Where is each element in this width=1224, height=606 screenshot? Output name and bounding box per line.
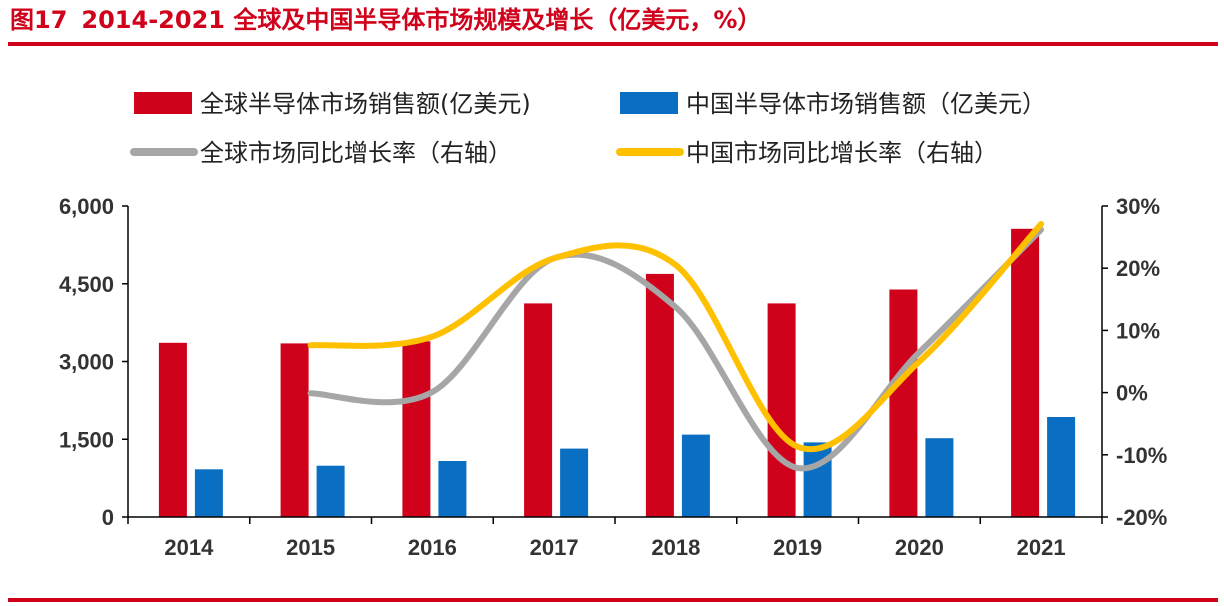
y-right-tick-label: 30% <box>1116 194 1160 219</box>
title-rule <box>8 42 1218 46</box>
y-left-tick-label: 3,000 <box>59 350 114 375</box>
line-global-growth <box>307 226 1045 472</box>
x-tick-label-2021: 2021 <box>1017 535 1066 560</box>
bar-china-sales-2017 <box>560 448 589 517</box>
bar-global-sales-2021 <box>1011 228 1040 518</box>
bar-global-sales-2015 <box>280 343 309 517</box>
bar-global-sales-2019 <box>767 303 796 517</box>
legend-swatch-global-sales <box>134 92 192 114</box>
figure-title: 图17 2014-2021 全球及中国半导体市场规模及增长（亿美元，%） <box>10 2 761 38</box>
legend-label-global-sales: 全球半导体市场销售额(亿美元) <box>200 90 531 118</box>
x-tick-label-2019: 2019 <box>773 535 822 560</box>
bar-china-sales-2021 <box>1047 417 1076 517</box>
y-left-tick-label: 0 <box>102 505 114 530</box>
legend-label-global-growth: 全球市场同比增长率（右轴） <box>200 139 512 167</box>
legend-label-china-growth: 中国市场同比增长率（右轴） <box>686 139 998 167</box>
y-left-tick-label: 4,500 <box>59 272 114 297</box>
line-china-growth <box>307 221 1045 452</box>
bar-global-sales-2017 <box>524 303 553 517</box>
x-tick-label-2015: 2015 <box>286 535 335 560</box>
x-tick-label-2017: 2017 <box>530 535 579 560</box>
bar-china-sales-2015 <box>316 465 345 517</box>
legend-swatch-china-sales <box>620 92 678 114</box>
bar-global-sales-2018 <box>645 273 674 517</box>
plot-area: 0 1,500 3,000 4,500 6,000 -20% -10% 0% 10% 20% 30%… <box>59 194 1167 560</box>
bar-china-sales-2018 <box>681 434 710 517</box>
y-right-tick-label: 10% <box>1116 318 1160 343</box>
figure-number: 图17 <box>10 6 68 34</box>
y-right-tick-label: -20% <box>1116 505 1167 530</box>
bar-global-sales-2014 <box>158 342 187 517</box>
bar-global-sales-2020 <box>889 289 918 517</box>
x-tick-label-2014: 2014 <box>164 535 214 560</box>
bar-china-sales-2016 <box>438 461 467 517</box>
y-right-tick-label: -10% <box>1116 443 1167 468</box>
y-left-tick-label: 1,500 <box>59 427 114 452</box>
x-tick-label-2020: 2020 <box>895 535 944 560</box>
y-left-tick-label: 6,000 <box>59 194 114 219</box>
footer-rule <box>8 598 1218 602</box>
bar-china-sales-2019 <box>803 442 832 517</box>
bar-china-sales-2014 <box>194 469 223 517</box>
bar-global-sales-2016 <box>402 341 431 517</box>
legend: 全球半导体市场销售额(亿美元) 中国半导体市场销售额（亿美元） 全球市场同比增长… <box>130 90 1046 167</box>
x-tick-label-2016: 2016 <box>408 535 457 560</box>
legend-label-china-sales: 中国半导体市场销售额（亿美元） <box>686 90 1046 118</box>
figure-title-text: 2014-2021 全球及中国半导体市场规模及增长（亿美元，%） <box>81 6 762 34</box>
bar-china-sales-2020 <box>925 438 954 517</box>
x-tick-label-2018: 2018 <box>651 535 700 560</box>
y-right-tick-label: 0% <box>1116 381 1148 406</box>
y-right-tick-label: 20% <box>1116 256 1160 281</box>
